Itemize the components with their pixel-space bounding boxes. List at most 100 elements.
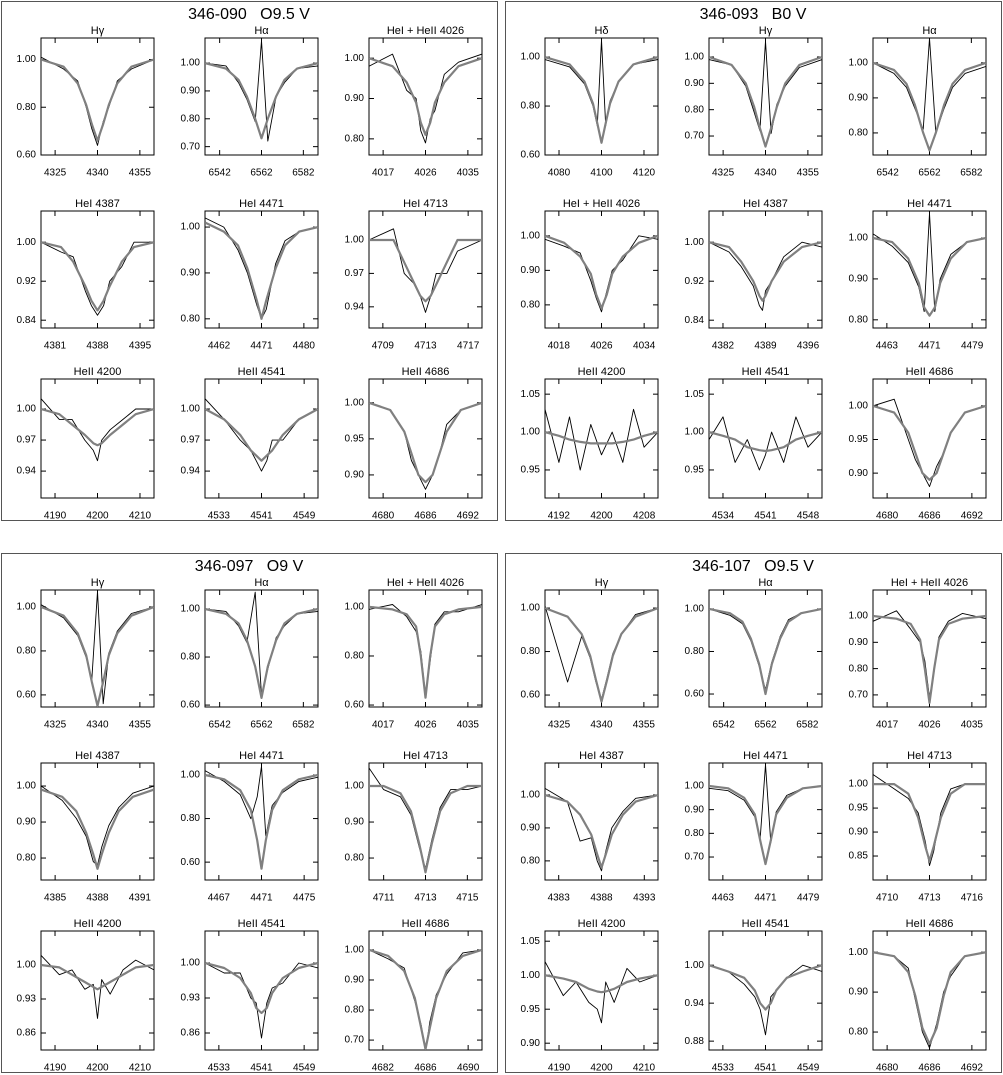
y-tick-label: 1.00: [521, 230, 541, 241]
x-tick-label: 4017: [372, 720, 395, 731]
panel-title: 346-093 B0 V: [700, 6, 807, 23]
panel-frame: [505, 1, 1002, 521]
y-tick-label: 0.94: [17, 466, 37, 477]
spectrum-line: [709, 607, 822, 696]
subplot-title: HeI 4471: [743, 750, 788, 762]
x-tick-label: 4533: [208, 511, 231, 522]
subplot-title: HeI 4387: [75, 750, 120, 762]
y-tick-label: 1.00: [849, 611, 869, 622]
y-tick-label: 1.00: [521, 970, 541, 981]
y-tick-label: 0.60: [17, 150, 37, 161]
y-tick-label: 0.70: [345, 1035, 365, 1046]
subplot-title: HeI 4387: [75, 198, 120, 210]
y-tick-label: 1.05: [521, 389, 541, 400]
y-tick-label: 0.85: [849, 851, 869, 862]
x-tick-label: 4393: [633, 893, 656, 904]
spectrum-line: [545, 431, 658, 445]
x-tick-label: 4680: [372, 511, 395, 522]
x-tick-label: 4120: [633, 168, 656, 179]
y-tick-label: 0.90: [17, 817, 37, 828]
spectrum-line: [873, 951, 986, 1049]
y-tick-label: 0.80: [181, 113, 201, 124]
y-tick-label: 0.80: [17, 853, 37, 864]
spectrum-line: [369, 402, 482, 490]
panel-frame: [505, 553, 1002, 1073]
x-tick-label: 4210: [129, 1063, 152, 1074]
x-tick-label: 4340: [590, 720, 613, 731]
x-tick-label: 6582: [796, 720, 819, 731]
y-tick-label: 0.80: [521, 646, 541, 657]
x-tick-label: 6562: [250, 720, 273, 731]
spectrum-line: [369, 767, 482, 870]
x-tick-label: 4340: [86, 720, 109, 731]
y-tick-label: 0.80: [685, 646, 705, 657]
x-tick-label: 4713: [414, 893, 437, 904]
spectrum-line: [545, 793, 658, 869]
subplot-title: Hα: [254, 25, 269, 37]
spectrum-line: [873, 614, 986, 704]
subplot-title: HeII 4541: [238, 918, 286, 930]
spectrum-line: [205, 408, 318, 462]
y-tick-label: 1.00: [849, 947, 869, 958]
y-tick-label: 0.95: [521, 465, 541, 476]
spectrum-line: [545, 607, 658, 703]
x-tick-label: 4192: [548, 511, 571, 522]
y-tick-label: 0.90: [849, 274, 869, 285]
x-tick-label: 4200: [86, 1063, 109, 1074]
x-tick-label: 4325: [548, 720, 571, 731]
spectrum-line: [545, 605, 658, 700]
x-tick-label: 4686: [414, 511, 437, 522]
y-tick-label: 1.00: [17, 404, 37, 415]
x-tick-label: 6542: [877, 168, 900, 179]
y-tick-label: 0.70: [685, 852, 705, 863]
spectrum-line: [873, 236, 986, 317]
spectrum-line: [873, 404, 986, 481]
y-tick-label: 0.90: [685, 804, 705, 815]
spectrum-line: [709, 431, 822, 453]
y-tick-label: 0.80: [17, 646, 37, 657]
x-tick-label: 4713: [918, 893, 941, 904]
y-tick-label: 0.80: [685, 104, 705, 115]
y-tick-label: 0.80: [849, 1027, 869, 1038]
y-tick-label: 0.95: [345, 434, 365, 445]
spectrum-line: [205, 398, 318, 472]
x-tick-label: 6582: [292, 168, 315, 179]
spectrum-line: [369, 238, 482, 303]
y-tick-label: 0.95: [849, 434, 869, 445]
x-tick-label: 4682: [372, 1063, 395, 1074]
y-tick-label: 0.70: [685, 131, 705, 142]
y-tick-label: 0.95: [849, 803, 869, 814]
x-tick-label: 4475: [293, 893, 316, 904]
plot-frame: [368, 378, 483, 499]
x-tick-label: 4541: [250, 1063, 273, 1074]
spectrum-line: [873, 61, 986, 152]
plot-frame: [368, 210, 483, 329]
subplot-title: HeI 4713: [907, 750, 952, 762]
x-tick-label: 4200: [590, 511, 613, 522]
subplot-title: HeII 4200: [74, 366, 122, 378]
y-tick-label: 1.05: [685, 389, 705, 400]
spectrum-line: [41, 407, 154, 447]
spectrum-line: [873, 951, 986, 1046]
subplot-title: HeII 4200: [578, 366, 626, 378]
panel-title: 346-090 O9.5 V: [188, 6, 310, 23]
x-tick-label: 6542: [209, 720, 232, 731]
spectrum-line: [873, 610, 986, 698]
subplot-title: HeI 4387: [579, 750, 624, 762]
x-tick-label: 4355: [797, 168, 820, 179]
y-tick-label: 0.80: [345, 1005, 365, 1016]
y-tick-label: 1.00: [849, 401, 869, 412]
plot-frame: [40, 378, 155, 499]
spectrum-line: [205, 765, 318, 837]
x-tick-label: 4711: [373, 893, 395, 904]
plot-frame: [544, 762, 659, 881]
spectrum-line: [41, 963, 154, 991]
subplot-title: HeII 4541: [238, 366, 286, 378]
y-tick-label: 0.60: [345, 700, 365, 711]
spectrum-line: [205, 773, 318, 870]
plot-frame: [204, 210, 319, 329]
y-tick-label: 0.86: [181, 1028, 201, 1039]
spectrum-line: [709, 608, 822, 691]
x-tick-label: 4471: [250, 341, 273, 352]
y-tick-label: 0.80: [345, 651, 365, 662]
